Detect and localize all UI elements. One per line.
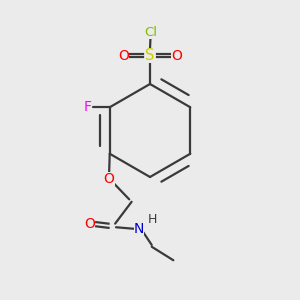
Text: Cl: Cl bbox=[144, 26, 157, 39]
Text: S: S bbox=[145, 48, 155, 63]
Text: O: O bbox=[84, 217, 95, 231]
Text: O: O bbox=[118, 49, 129, 62]
Text: O: O bbox=[171, 49, 182, 62]
Text: N: N bbox=[134, 222, 144, 236]
Text: F: F bbox=[83, 100, 91, 114]
Text: H: H bbox=[147, 213, 157, 226]
Text: O: O bbox=[104, 172, 115, 186]
